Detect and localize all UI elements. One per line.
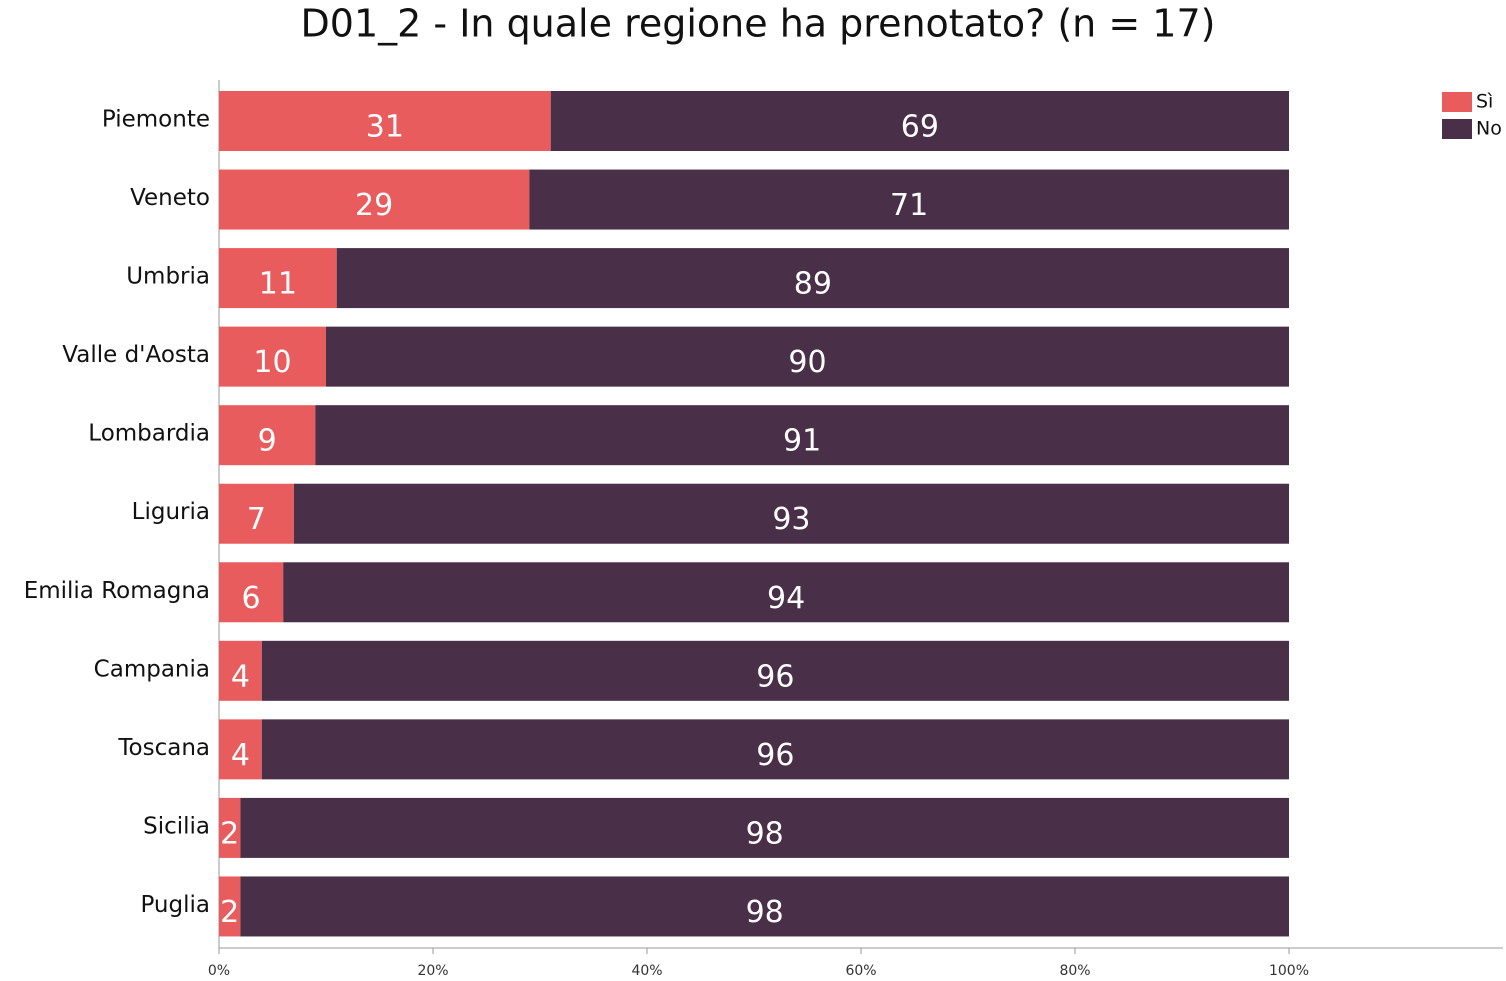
data-label: 69 [901,110,939,145]
bar-segment [219,326,326,387]
data-label: 4 [231,738,250,773]
bar-segment [219,169,530,230]
data-label: 2 [220,816,239,851]
data-label: 4 [231,659,250,694]
bar-segment [283,562,1289,623]
bar-segment [219,562,284,623]
bar-segment [550,91,1289,151]
data-label: 93 [772,502,810,537]
y-tick-label: Puglia [140,892,210,918]
bar-segment [336,248,1289,309]
y-tick-label: Veneto [130,185,210,211]
data-label: 7 [247,502,266,537]
x-tick-label: 60% [845,963,876,979]
chart-title: D01_2 - In quale regione ha prenotato? (… [301,2,1216,46]
bar-segment [240,876,1289,937]
x-tick-label: 20% [417,963,448,979]
data-label: 29 [355,188,393,223]
legend-label: Sì [1476,91,1493,113]
legend-swatch [1442,92,1472,112]
bar-segment [219,91,551,151]
x-tick-label: 80% [1059,963,1090,979]
bar-segment [219,640,262,701]
x-tick-label: 0% [208,963,230,979]
data-label: 6 [242,581,261,616]
bar-segment [219,248,337,309]
y-tick-label: Emilia Romagna [24,578,210,604]
data-label: 94 [767,581,805,616]
bar-segment [219,876,241,937]
bar-segment [219,405,316,466]
data-label: 89 [794,267,832,302]
legend-label: No [1476,118,1502,140]
data-label: 71 [890,188,928,223]
bar-segment [219,797,241,858]
data-label: 98 [746,816,784,851]
x-tick-label: 40% [631,963,662,979]
data-label: 31 [366,110,404,145]
data-label: 96 [756,738,794,773]
bar-segment [261,640,1289,701]
y-tick-label: Lombardia [88,421,210,447]
bar-segment [315,405,1289,466]
y-tick-label: Sicilia [143,813,210,839]
bar-segment [261,719,1289,780]
data-label: 90 [788,345,826,380]
bar-segment [293,483,1289,544]
bar-segment [240,797,1289,858]
y-tick-label: Campania [94,656,210,682]
legend-swatch [1442,119,1472,139]
y-tick-label: Valle d'Aosta [62,342,210,368]
bar-segment [219,719,262,780]
x-tick-label: 100% [1269,963,1309,979]
data-label: 98 [746,895,784,930]
data-label: 10 [253,345,291,380]
y-tick-label: Umbria [126,264,210,290]
data-label: 96 [756,659,794,694]
data-label: 9 [258,424,277,459]
y-tick-label: Toscana [117,735,210,761]
bar-segment [529,169,1289,230]
y-tick-label: Piemonte [102,107,210,133]
bar-segment [326,326,1289,387]
data-label: 2 [220,895,239,930]
data-label: 11 [259,267,297,302]
data-label: 91 [783,424,821,459]
y-tick-label: Liguria [132,499,210,525]
bar-segment [219,483,294,544]
